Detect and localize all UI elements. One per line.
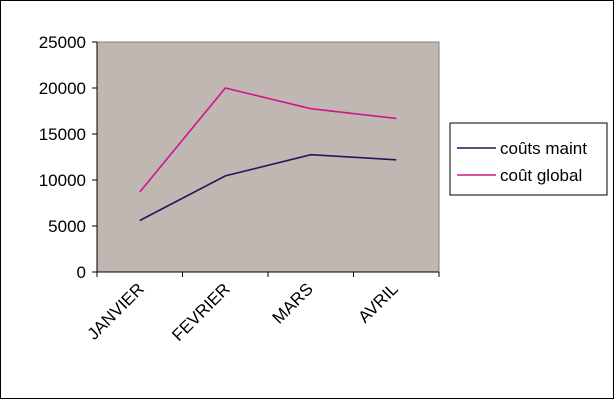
y-tick-label: 10000: [39, 171, 86, 190]
series-line-1: [139, 87, 397, 193]
y-tick-label: 5000: [48, 217, 86, 236]
y-tick-label: 20000: [39, 79, 86, 98]
legend-box: [449, 122, 608, 196]
plot-area: [96, 41, 440, 273]
legend: coûts maint coût global: [449, 122, 608, 196]
y-axis-ticks: [92, 41, 97, 273]
legend-label: coût global: [500, 166, 582, 185]
series-lines: [139, 87, 397, 222]
y-tick-label: 15000: [39, 125, 86, 144]
y-axis-labels: 0 5000 10000 15000 20000 25000: [39, 33, 86, 282]
y-tick-label: 25000: [39, 33, 86, 52]
series-line-0: [139, 153, 397, 222]
y-tick-label: 0: [77, 263, 86, 282]
x-axis-ticks: [96, 272, 440, 277]
legend-label: coûts maint: [500, 139, 587, 158]
